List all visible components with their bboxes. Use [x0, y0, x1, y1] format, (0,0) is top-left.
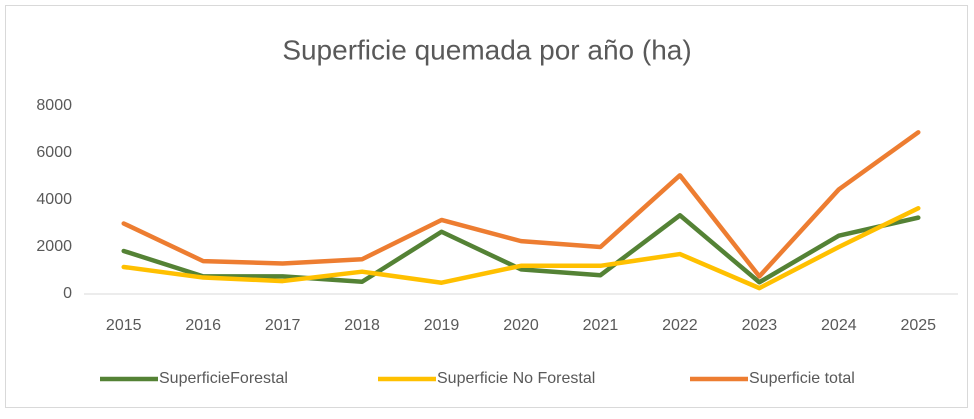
- x-tick-label: 2022: [662, 317, 698, 334]
- x-tick-label: 2021: [583, 317, 619, 334]
- legend-label: Superficie No Forestal: [437, 370, 595, 387]
- x-tick-label: 2016: [185, 317, 221, 334]
- x-tick-label: 2023: [742, 317, 778, 334]
- y-tick-label: 2000: [36, 238, 72, 255]
- legend-label: SuperficieForestal: [159, 370, 288, 387]
- y-tick-label: 6000: [36, 144, 72, 161]
- series-line: [121, 130, 921, 279]
- chart-title: Superficie quemada por año (ha): [282, 34, 691, 65]
- x-tick-label: 2018: [344, 317, 380, 334]
- y-tick-label: 0: [63, 285, 72, 302]
- chart-border: [5, 5, 968, 408]
- series-line: [121, 213, 921, 285]
- x-tick-label: 2017: [265, 317, 301, 334]
- x-tick-label: 2020: [503, 317, 539, 334]
- x-tick-label: 2015: [106, 317, 142, 334]
- x-tick-label: 2024: [821, 317, 857, 334]
- y-tick-label: 4000: [36, 191, 72, 208]
- x-tick-label: 2019: [424, 317, 460, 334]
- series-line: [121, 205, 921, 291]
- x-tick-label: 2025: [900, 317, 936, 334]
- legend-label: Superficie total: [749, 370, 855, 387]
- y-tick-label: 8000: [36, 97, 72, 114]
